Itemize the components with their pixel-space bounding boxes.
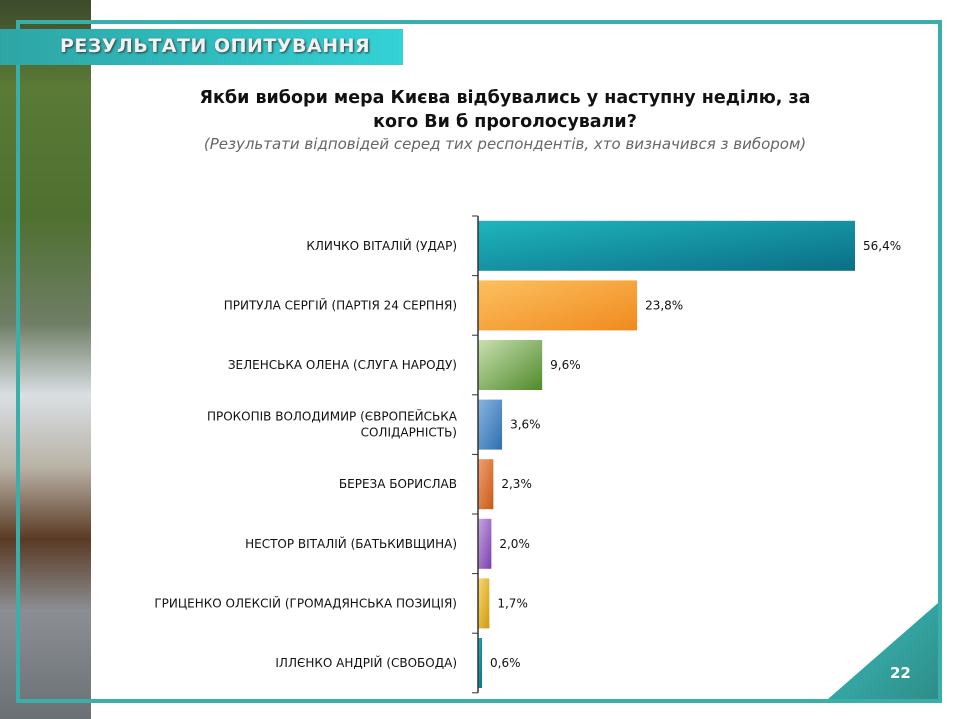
bar [478, 459, 494, 510]
value-label: 2,0% [499, 537, 529, 551]
value-label: 0,6% [490, 656, 520, 670]
value-label: 56,4% [863, 239, 901, 253]
bar [478, 399, 503, 450]
value-label: 9,6% [550, 358, 581, 372]
slide-frame [16, 20, 942, 703]
category-label: БЕРЕЗА БОРИСЛАВ [339, 477, 457, 491]
category-label: ІЛЛЄНКО АНДРІЙ (СВОБОДА) [275, 655, 457, 670]
page-number: 22 [890, 664, 911, 682]
category-label: ГРИЦЕНКО ОЛЕКСІЙ (ГРОМАДЯНСЬКА ПОЗИЦІЯ) [154, 595, 457, 610]
section-title: РЕЗУЛЬТАТИ ОПИТУВАННЯ [60, 35, 371, 57]
category-label: КЛИЧКО ВІТАЛІЙ (УДАР) [306, 238, 457, 253]
chart-subtitle: (Результати відповідей серед тих респонд… [203, 135, 807, 153]
category-label: ПРОКОПІВ ВОЛОДИМИР (ЄВРОПЕЙСЬКА [207, 409, 458, 424]
category-label: ЗЕЛЕНСЬКА ОЛЕНА (СЛУГА НАРОДУ) [228, 358, 457, 372]
category-label: СОЛІДАРНІСТЬ) [361, 426, 457, 440]
category-label: НЕСТОР ВІТАЛІЙ (БАТЬКИВЩИНА) [245, 536, 457, 551]
value-label: 1,7% [497, 596, 528, 610]
section-banner: РЕЗУЛЬТАТИ ОПИТУВАННЯ [0, 29, 403, 65]
background-photo [0, 0, 91, 719]
bar [478, 220, 855, 271]
bar [478, 578, 490, 629]
bar [478, 280, 638, 331]
bar [478, 340, 543, 390]
category-label: ПРИТУЛА СЕРГІЙ (ПАРТІЯ 24 СЕРПНЯ) [224, 297, 457, 312]
chart-title: Якби вибори мера Києва відбувались у нас… [199, 88, 811, 132]
value-label: 3,6% [510, 418, 541, 432]
value-label: 2,3% [501, 477, 532, 491]
bar [478, 518, 492, 569]
bar [478, 638, 483, 688]
value-label: 23,8% [645, 298, 683, 312]
